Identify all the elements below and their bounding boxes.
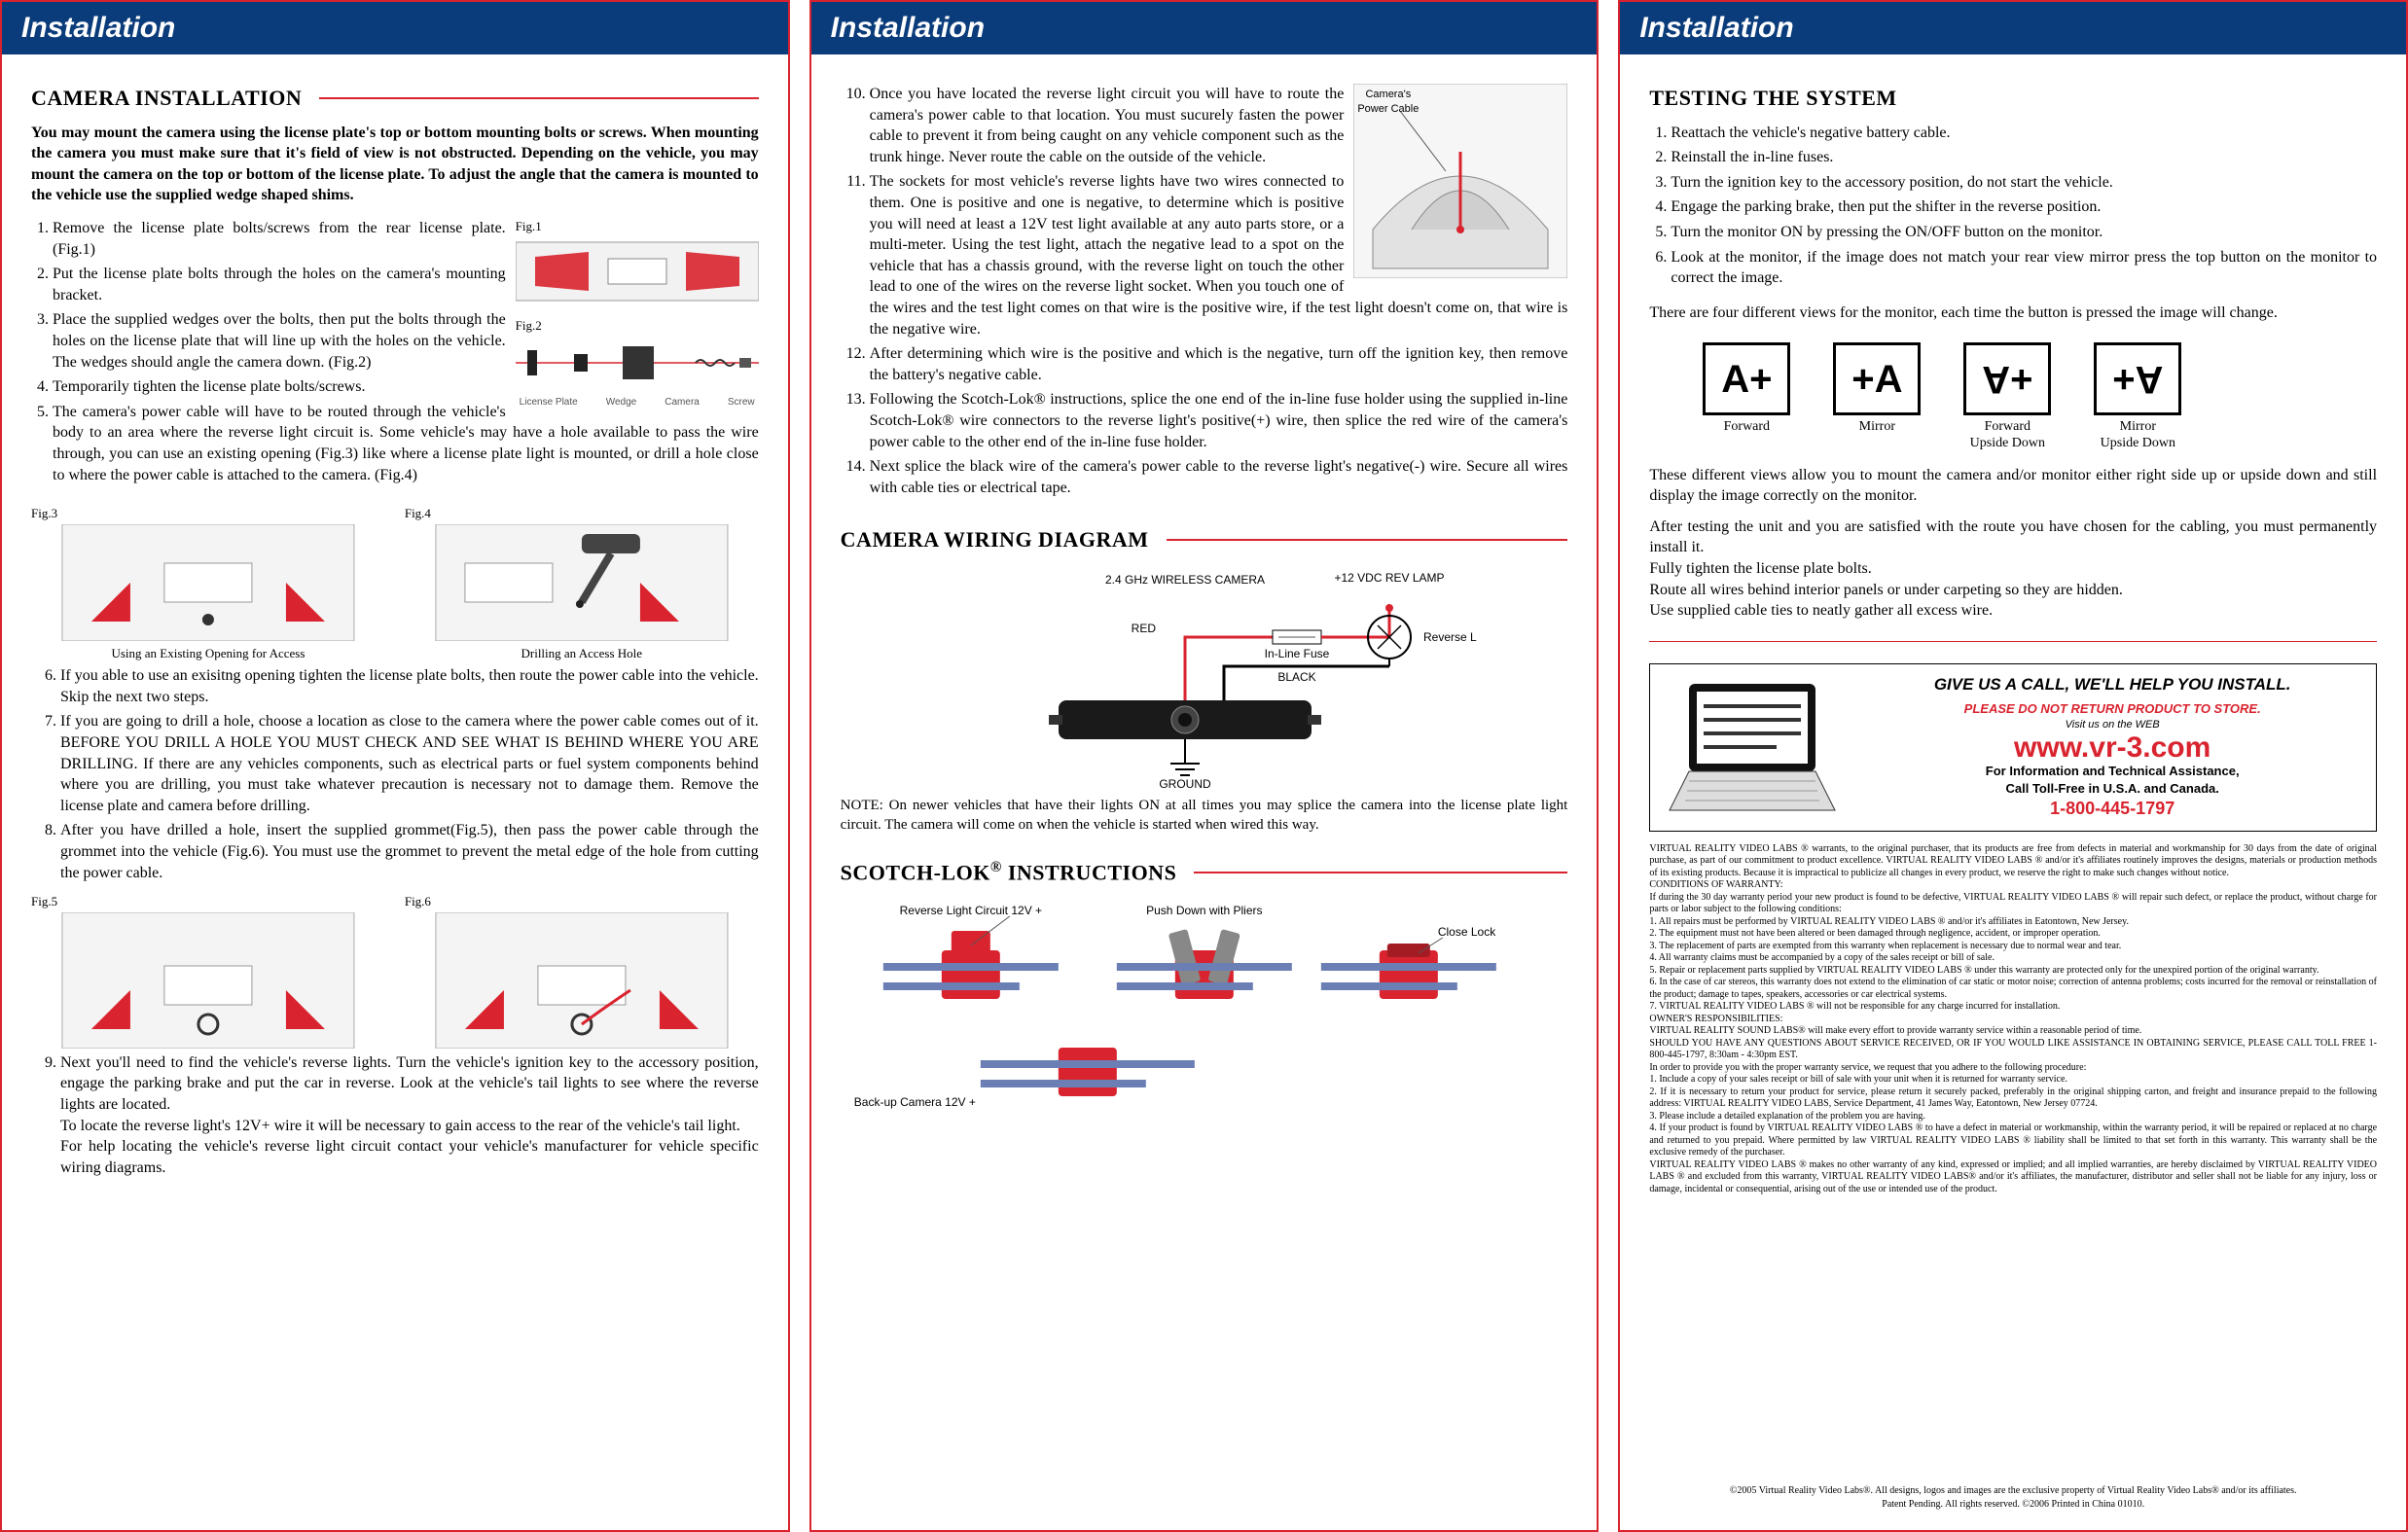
wl-red: RED: [1131, 622, 1156, 635]
laptop-icon: [1660, 679, 1845, 815]
cb-visit: Visit us on the WEB: [1858, 718, 2366, 732]
view-modes: A+ Forward +A Mirror A+ Forward Upside D…: [1688, 342, 2377, 450]
p1b-8: After you have drilled a hole, insert th…: [60, 820, 759, 883]
v3-glyph: +A: [2112, 353, 2163, 406]
v1-label: Mirror: [1859, 419, 1895, 435]
callbox-text: GIVE US A CALL, WE'LL HELP YOU INSTALL. …: [1858, 674, 2366, 820]
v2-label: Forward Upside Down: [1970, 419, 2045, 450]
panel3-header: Installation: [1620, 2, 2406, 54]
panel-1: Installation CAMERA INSTALLATION You may…: [0, 0, 790, 1532]
cb-phone: 1-800-445-1797: [1858, 797, 2366, 820]
divider: [1649, 641, 2377, 643]
scotch-title-text: SCOTCH-LOK® INSTRUCTIONS: [841, 858, 1177, 887]
view-mirror: +A Mirror: [1818, 342, 1935, 450]
wl-top: 2.4 GHz WIRELESS CAMERA: [1104, 573, 1264, 587]
panel3-para1: These different views allow you to mount…: [1649, 465, 2377, 507]
panel2-header: Installation: [811, 2, 1598, 54]
fig4-illustration: [405, 524, 759, 641]
fig3-4-row: Fig.3 Using an Existing Opening for Acce…: [31, 505, 759, 661]
v2-glyph: A+: [1982, 353, 2032, 406]
panel3-para2: After testing the unit and you are satis…: [1649, 517, 2377, 622]
p1b-7: If you are going to drill a hole, choose…: [60, 711, 759, 816]
p3-5: Turn the monitor ON by pressing the ON/O…: [1671, 222, 2377, 243]
views-intro: There are four different views for the m…: [1649, 303, 2377, 324]
sl-b: Push Down with Pliers: [1146, 904, 1262, 917]
panel1-title: CAMERA INSTALLATION: [31, 84, 759, 113]
sl-d: Back-up Camera 12V +: [853, 1095, 975, 1109]
fig4-label: Fig.4: [405, 505, 431, 522]
fig2-lbl-d: Screw: [728, 396, 755, 410]
p1c-9: Next you'll need to find the vehicle's r…: [60, 1052, 759, 1179]
fig6-label: Fig.6: [405, 893, 431, 910]
panel1-intro: You may mount the camera using the licen…: [31, 123, 759, 206]
panel1-body: CAMERA INSTALLATION You may mount the ca…: [2, 54, 788, 1530]
panel1-title-text: CAMERA INSTALLATION: [31, 84, 302, 113]
panel1-steps-b: If you able to use an exisitng opening t…: [31, 665, 759, 883]
view-forward-ud: A+ Forward Upside Down: [1949, 342, 2066, 450]
fig4-caption: Drilling an Access Hole: [521, 645, 642, 662]
sl-c: Close Lock: [1438, 925, 1496, 939]
sl-a: Reverse Light Circuit 12V +: [899, 904, 1041, 917]
wl-black: BLACK: [1277, 670, 1315, 684]
scotch-title: SCOTCH-LOK® INSTRUCTIONS: [841, 858, 1568, 887]
wiring-title-text: CAMERA WIRING DIAGRAM: [841, 525, 1149, 554]
wl-rev: Reverse Lamp: [1423, 630, 1477, 644]
fig1-label: Fig.1: [516, 218, 759, 235]
v3-label: Mirror Upside Down: [2101, 419, 2175, 450]
p2-14: Next splice the black wire of the camera…: [870, 456, 1568, 498]
v0-label: Forward: [1724, 419, 1770, 435]
fig1-illustration: [516, 237, 759, 305]
fig2-lbl-c: Camera: [665, 396, 700, 410]
panel1-steps-c: Next you'll need to find the vehicle's r…: [31, 1052, 759, 1179]
view-mirror-ud: +A Mirror Upside Down: [2079, 342, 2196, 450]
cb-headline: GIVE US A CALL, WE'LL HELP YOU INSTALL.: [1858, 674, 2366, 696]
fig5-label: Fig.5: [31, 893, 57, 910]
fig2-lbl-b: Wedge: [606, 396, 637, 410]
panel3-title: TESTING THE SYSTEM: [1649, 84, 2377, 113]
fig2-label: Fig.2: [516, 317, 759, 335]
wiring-title: CAMERA WIRING DIAGRAM: [841, 525, 1568, 554]
panel-2: Installation Camera's Power Cable Once y…: [809, 0, 1599, 1532]
wiring-diagram: GROUND 2.4 GHz WIRELESS CAMERA +12 VDC R…: [932, 564, 1477, 788]
cb-info2: Call Toll-Free in U.S.A. and Canada.: [1858, 780, 2366, 798]
fig2-lbl-a: License Plate: [520, 396, 578, 410]
p3-2: Reinstall the in-line fuses.: [1671, 147, 2377, 168]
wl-fuse: In-Line Fuse: [1264, 647, 1329, 660]
wl-ground: GROUND: [1159, 777, 1211, 788]
panel3-body: TESTING THE SYSTEM Reattach the vehicle'…: [1620, 54, 2406, 1530]
p3-6: Look at the monitor, if the image does n…: [1671, 247, 2377, 289]
fig5-illustration: [31, 912, 385, 1049]
cb-url: www.vr-3.com: [1858, 732, 2366, 764]
call-box: GIVE US A CALL, WE'LL HELP YOU INSTALL. …: [1649, 663, 2377, 831]
fig3-illustration: [31, 524, 385, 641]
v1-glyph: +A: [1851, 353, 1902, 406]
panel2-body: Camera's Power Cable Once you have locat…: [811, 54, 1598, 1530]
cb-info1: For Information and Technical Assistance…: [1858, 763, 2366, 780]
warranty-text: VIRTUAL REALITY VIDEO LABS ® warrants, t…: [1649, 843, 2377, 1478]
p1b-6: If you able to use an exisitng opening t…: [60, 665, 759, 707]
panel3-steps: Reattach the vehicle's negative battery …: [1649, 123, 2377, 293]
footer-text: ©2005 Virtual Reality Video Labs®. All d…: [1649, 1484, 2377, 1511]
fig3-label: Fig.3: [31, 505, 57, 522]
fig5-6-row: Fig.5 Fig.6: [31, 893, 759, 1049]
scotch-diagram: Reverse Light Circuit 12V + Push Down wi…: [841, 897, 1568, 1121]
wl-revlamp: +12 VDC REV LAMP: [1334, 571, 1444, 585]
wiring-note: NOTE: On newer vehicles that have their …: [841, 796, 1568, 836]
p3-1: Reattach the vehicle's negative battery …: [1671, 123, 2377, 144]
p3-3: Turn the ignition key to the accessory p…: [1671, 172, 2377, 194]
fig6-illustration: [405, 912, 759, 1049]
panel1-header: Installation: [2, 2, 788, 54]
p3-4: Engage the parking brake, then put the s…: [1671, 196, 2377, 218]
cb-noret: PLEASE DO NOT RETURN PRODUCT TO STORE.: [1858, 700, 2366, 718]
sidefig-label: Camera's Power Cable: [1357, 88, 1419, 117]
p2-13: Following the Scotch-Lok® instructions, …: [870, 389, 1568, 452]
p2-12: After determining which wire is the posi…: [870, 343, 1568, 385]
fig3-caption: Using an Existing Opening for Access: [111, 645, 305, 662]
p1a-5: The camera's power cable will have to be…: [53, 402, 759, 485]
fig2-illustration: [516, 337, 759, 390]
view-forward: A+ Forward: [1688, 342, 1805, 450]
panel-3: Installation TESTING THE SYSTEM Reattach…: [1618, 0, 2408, 1532]
v0-glyph: A+: [1721, 353, 1772, 406]
